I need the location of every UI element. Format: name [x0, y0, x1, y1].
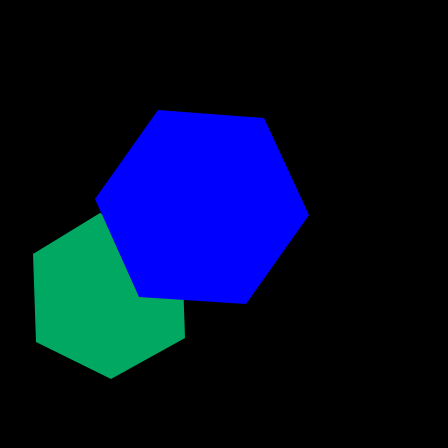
blue-hexagon [95, 110, 309, 304]
